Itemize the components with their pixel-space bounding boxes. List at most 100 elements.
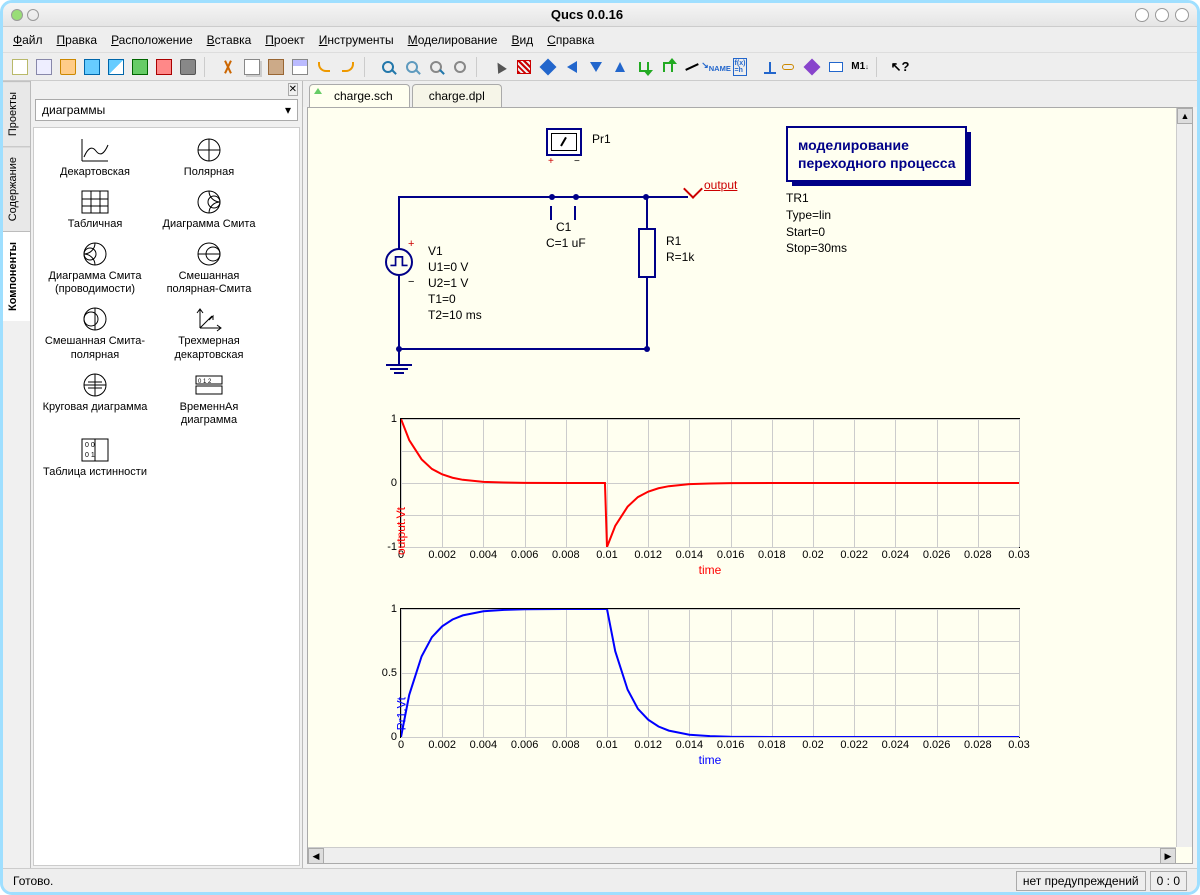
maximize-button[interactable] xyxy=(1155,8,1169,22)
undo-button[interactable] xyxy=(313,56,335,78)
scroll-right-icon[interactable]: ▶ xyxy=(1160,848,1176,864)
app-window: Qucs 0.0.16 Файл Правка Расположение Вст… xyxy=(0,0,1200,895)
res-value: R=1k xyxy=(666,250,694,264)
rotate-button[interactable] xyxy=(585,56,607,78)
open-button[interactable] xyxy=(57,56,79,78)
svg-text:0 1 2: 0 1 2 xyxy=(198,379,212,385)
zoomfit-button[interactable] xyxy=(425,56,447,78)
cut-button[interactable] xyxy=(217,56,239,78)
res-name: R1 xyxy=(666,234,681,248)
mixpolar-icon xyxy=(192,240,226,268)
palette-item-cartesian[interactable]: Декартовская xyxy=(40,134,150,182)
palette-item-smith[interactable]: Диаграмма Смита xyxy=(154,186,264,234)
chart-output-vt[interactable]: -10100.0020.0040.0060.0080.010.0120.0140… xyxy=(400,418,1020,548)
status-coords: 0 : 0 xyxy=(1150,871,1187,891)
menu-project[interactable]: Проект xyxy=(265,33,305,47)
menu-view[interactable]: Вид xyxy=(511,33,533,47)
zoomout-button[interactable] xyxy=(401,56,423,78)
showlast-button[interactable] xyxy=(825,56,847,78)
textdoc-button[interactable] xyxy=(33,56,55,78)
popout-button[interactable] xyxy=(657,56,679,78)
saveall-button[interactable] xyxy=(105,56,127,78)
probe-icon[interactable] xyxy=(546,128,582,156)
toolbar: ↘NAME f(x)=h M1↓ ↖? xyxy=(3,53,1197,81)
status-warnings: нет предупреждений xyxy=(1016,871,1146,891)
scroll-up-icon[interactable]: ▲ xyxy=(1177,108,1193,124)
menu-insert[interactable]: Вставка xyxy=(207,33,252,47)
intohier-button[interactable] xyxy=(633,56,655,78)
src-p1: U2=1 V xyxy=(428,276,468,290)
schematic-canvas[interactable]: + − Pr1 C1 xyxy=(307,107,1193,864)
select-button[interactable] xyxy=(489,56,511,78)
cap-name: C1 xyxy=(556,220,571,234)
deactivate-button[interactable] xyxy=(513,56,535,78)
window-menu-icon[interactable] xyxy=(27,9,39,21)
chart-pr1-vt[interactable]: 00.5100.0020.0040.0060.0080.010.0120.014… xyxy=(400,608,1020,738)
vtab-components[interactable]: Компоненты xyxy=(3,231,30,321)
copy-button[interactable] xyxy=(241,56,263,78)
new-button[interactable] xyxy=(9,56,31,78)
menu-file[interactable]: Файл xyxy=(13,33,43,47)
window-title: Qucs 0.0.16 xyxy=(39,7,1135,22)
mirrory-button[interactable] xyxy=(561,56,583,78)
menu-tools[interactable]: Инструменты xyxy=(319,33,394,47)
print-button[interactable] xyxy=(177,56,199,78)
app-icon xyxy=(11,9,23,21)
wirelabel-button[interactable]: ↘NAME xyxy=(705,56,727,78)
minimize-button[interactable] xyxy=(1135,8,1149,22)
flip-button[interactable] xyxy=(609,56,631,78)
menu-help[interactable]: Справка xyxy=(547,33,594,47)
polar-icon xyxy=(192,136,226,164)
status-ready: Готово. xyxy=(13,874,53,888)
vtab-content[interactable]: Содержание xyxy=(3,146,30,231)
cartesian-icon xyxy=(78,136,112,164)
vertical-scrollbar[interactable]: ▲ xyxy=(1176,108,1192,847)
ground-icon[interactable] xyxy=(386,364,412,366)
mirror-button[interactable] xyxy=(537,56,559,78)
chevron-down-icon: ▾ xyxy=(285,103,291,117)
close-window-button[interactable] xyxy=(1175,8,1189,22)
tab-charge-sch[interactable]: charge.sch xyxy=(309,84,410,107)
voltage-source[interactable] xyxy=(385,248,413,276)
equation-button[interactable]: f(x)=h xyxy=(729,56,751,78)
category-select[interactable]: диаграммы ▾ xyxy=(35,99,298,121)
menu-arrange[interactable]: Расположение xyxy=(111,33,193,47)
scroll-left-icon[interactable]: ◀ xyxy=(308,848,324,864)
redo-button[interactable] xyxy=(337,56,359,78)
menu-simulation[interactable]: Моделирование xyxy=(408,33,498,47)
timing-icon: 0 1 2 xyxy=(192,371,226,399)
delete-button[interactable] xyxy=(289,56,311,78)
tab-charge-dpl[interactable]: charge.dpl xyxy=(412,84,502,107)
zoomin-button[interactable] xyxy=(377,56,399,78)
palette-item-3d[interactable]: Трехмерная декартовская xyxy=(154,303,264,365)
palette-item-timing[interactable]: 0 1 2ВременнАя диаграмма xyxy=(154,369,264,431)
palette-item-mixpolar[interactable]: Смешанная полярная-Смита xyxy=(154,238,264,300)
saveas-button[interactable] xyxy=(129,56,151,78)
zoom1-button[interactable] xyxy=(449,56,471,78)
palette-item-truth[interactable]: 0 00 1Таблица истинности xyxy=(40,434,150,482)
palette-item-polar[interactable]: Полярная xyxy=(154,134,264,182)
wire-button[interactable] xyxy=(681,56,703,78)
setmarker-button[interactable]: M1↓ xyxy=(849,56,871,78)
cap-value: C=1 uF xyxy=(546,236,586,250)
whatsthis-button[interactable]: ↖? xyxy=(889,56,911,78)
simulate-button[interactable] xyxy=(801,56,823,78)
close-button[interactable] xyxy=(153,56,175,78)
horizontal-scrollbar[interactable]: ◀ ▶ xyxy=(308,847,1176,863)
palette-item-locus[interactable]: Круговая диаграмма xyxy=(40,369,150,431)
palette-item-mixsmith[interactable]: Смешанная Смита-полярная xyxy=(40,303,150,365)
paste-button[interactable] xyxy=(265,56,287,78)
side-panel: Проекты Содержание Компоненты ✕ диаграмм… xyxy=(3,81,303,868)
resistor[interactable] xyxy=(638,228,656,278)
port-button[interactable] xyxy=(777,56,799,78)
menu-edit[interactable]: Правка xyxy=(57,33,98,47)
vtab-projects[interactable]: Проекты xyxy=(3,81,30,146)
src-p3: T2=10 ms xyxy=(428,308,482,322)
save-button[interactable] xyxy=(81,56,103,78)
simulation-block[interactable]: моделирование переходного процесса xyxy=(786,126,967,182)
locus-icon xyxy=(78,371,112,399)
ground-button[interactable] xyxy=(753,56,775,78)
palette-item-tabular[interactable]: Табличная xyxy=(40,186,150,234)
palette-item-smith2[interactable]: Диаграмма Смита (проводимости) xyxy=(40,238,150,300)
output-net-label[interactable]: output xyxy=(704,178,737,192)
